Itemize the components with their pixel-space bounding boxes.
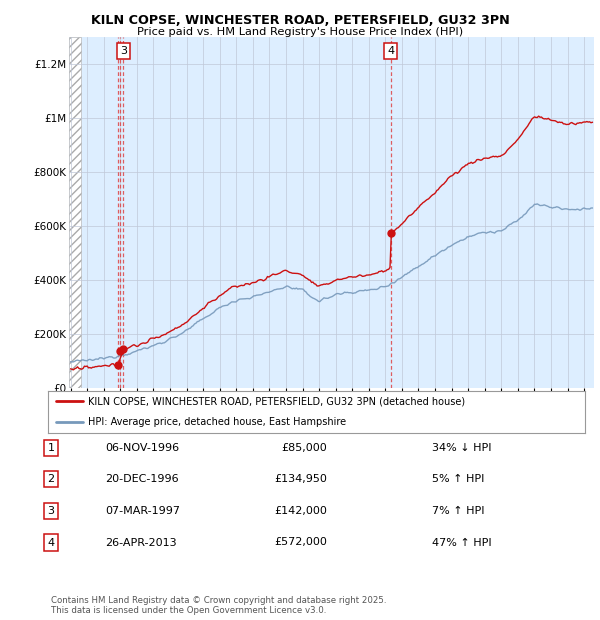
Text: 07-MAR-1997: 07-MAR-1997 bbox=[105, 506, 180, 516]
Text: 20-DEC-1996: 20-DEC-1996 bbox=[105, 474, 179, 484]
Text: 1: 1 bbox=[47, 443, 55, 453]
Text: 2: 2 bbox=[47, 474, 55, 484]
Text: KILN COPSE, WINCHESTER ROAD, PETERSFIELD, GU32 3PN (detached house): KILN COPSE, WINCHESTER ROAD, PETERSFIELD… bbox=[88, 396, 466, 406]
Text: 7% ↑ HPI: 7% ↑ HPI bbox=[432, 506, 485, 516]
Text: £572,000: £572,000 bbox=[274, 538, 327, 547]
Text: 26-APR-2013: 26-APR-2013 bbox=[105, 538, 176, 547]
Text: 34% ↓ HPI: 34% ↓ HPI bbox=[432, 443, 491, 453]
Text: £85,000: £85,000 bbox=[281, 443, 327, 453]
Text: HPI: Average price, detached house, East Hampshire: HPI: Average price, detached house, East… bbox=[88, 417, 346, 427]
Text: Contains HM Land Registry data © Crown copyright and database right 2025.
This d: Contains HM Land Registry data © Crown c… bbox=[51, 596, 386, 615]
Text: 4: 4 bbox=[387, 46, 394, 56]
Text: Price paid vs. HM Land Registry's House Price Index (HPI): Price paid vs. HM Land Registry's House … bbox=[137, 27, 463, 37]
Bar bbox=[69, 37, 80, 387]
Text: £142,000: £142,000 bbox=[274, 506, 327, 516]
Text: £134,950: £134,950 bbox=[274, 474, 327, 484]
Text: 4: 4 bbox=[47, 538, 55, 547]
Text: 3: 3 bbox=[47, 506, 55, 516]
Text: 06-NOV-1996: 06-NOV-1996 bbox=[105, 443, 179, 453]
Text: 47% ↑ HPI: 47% ↑ HPI bbox=[432, 538, 491, 547]
Text: KILN COPSE, WINCHESTER ROAD, PETERSFIELD, GU32 3PN: KILN COPSE, WINCHESTER ROAD, PETERSFIELD… bbox=[91, 14, 509, 27]
Text: 5% ↑ HPI: 5% ↑ HPI bbox=[432, 474, 484, 484]
Text: 3: 3 bbox=[120, 46, 127, 56]
